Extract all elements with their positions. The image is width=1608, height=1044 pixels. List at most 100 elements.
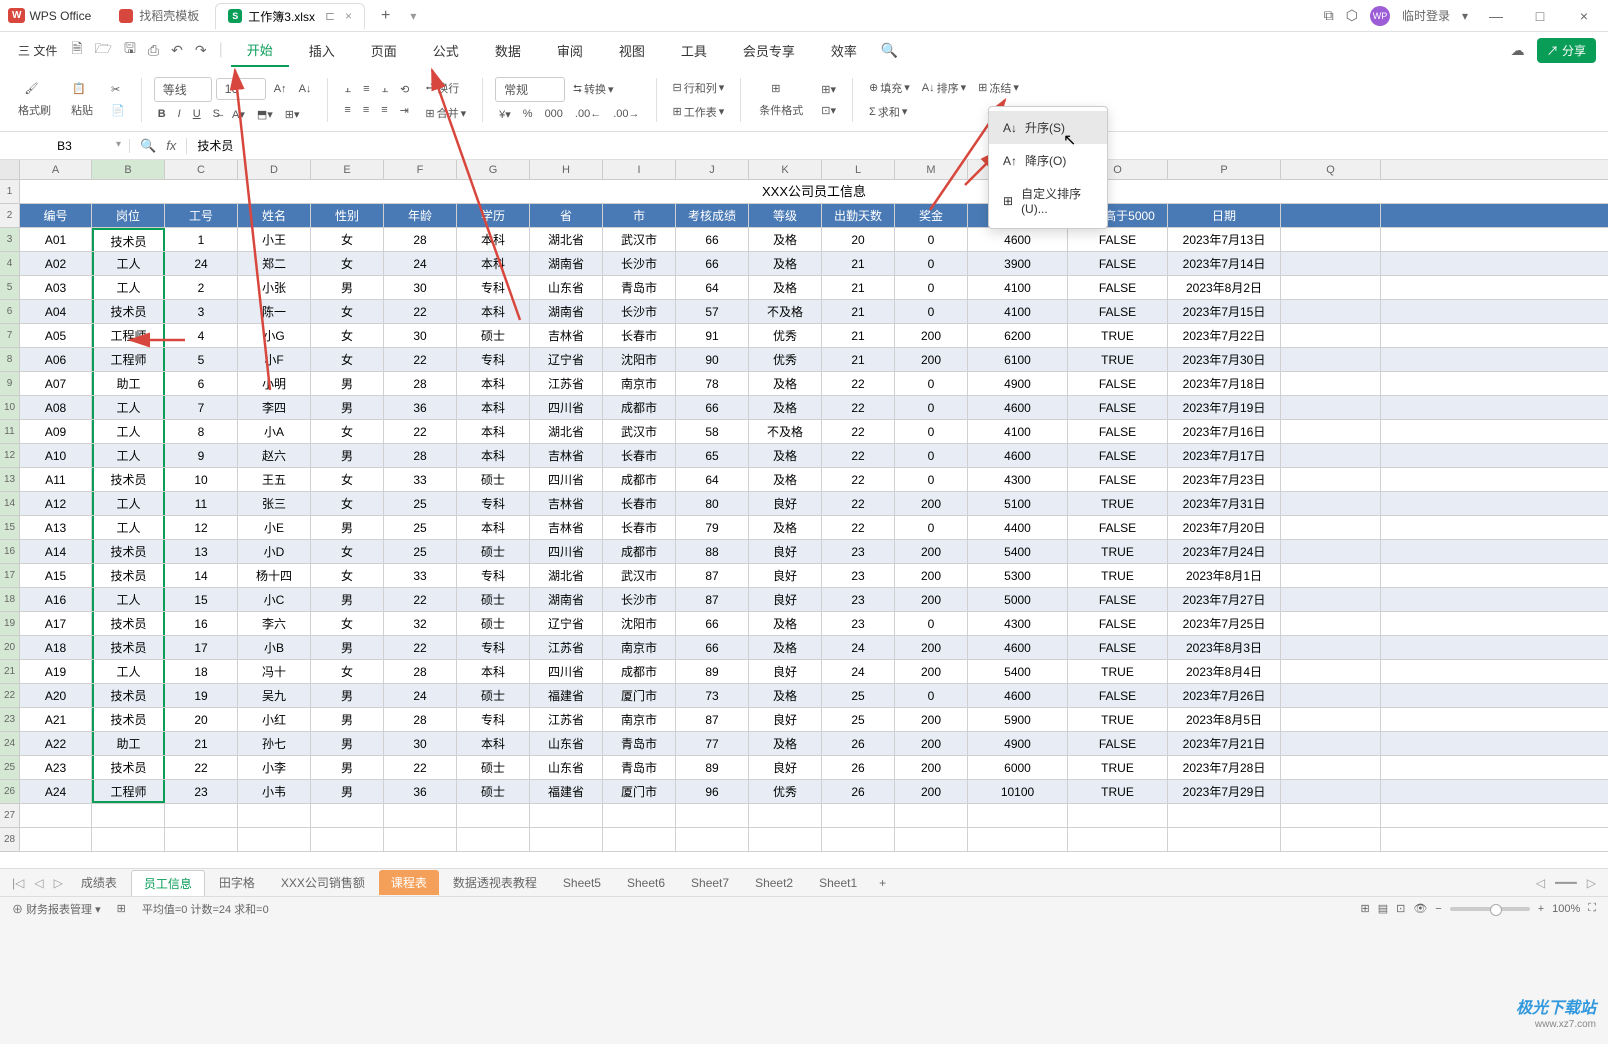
cell[interactable]: 男	[311, 780, 384, 803]
fx-icon[interactable]: fx	[166, 138, 176, 153]
cell[interactable]: 长沙市	[603, 588, 676, 611]
cell[interactable]: 2023年7月28日	[1168, 756, 1281, 779]
cell[interactable]: 1	[165, 228, 238, 251]
cell[interactable]: 及格	[749, 396, 822, 419]
cell[interactable]: 88	[676, 540, 749, 563]
cell[interactable]: 吉林省	[530, 444, 603, 467]
cell[interactable]: 湖南省	[530, 300, 603, 323]
cell[interactable]: 23	[822, 564, 895, 587]
cell[interactable]: 33	[384, 468, 457, 491]
cell[interactable]: 22	[822, 444, 895, 467]
cell[interactable]: 33	[384, 564, 457, 587]
cell[interactable]: 2023年7月23日	[1168, 468, 1281, 491]
add-tab[interactable]: +	[369, 7, 402, 25]
dec-dec-icon[interactable]: .00→	[609, 106, 643, 122]
minimize-button[interactable]: —	[1480, 8, 1512, 24]
col-header[interactable]: B	[92, 160, 165, 179]
table-header-cell[interactable]: 奖金	[895, 204, 968, 227]
cell[interactable]: A21	[20, 708, 92, 731]
cell[interactable]: 2023年7月29日	[1168, 780, 1281, 803]
cell[interactable]: 硕士	[457, 588, 530, 611]
cell[interactable]: 26	[822, 756, 895, 779]
cell[interactable]: FALSE	[1068, 372, 1168, 395]
cell[interactable]: 及格	[749, 636, 822, 659]
cell[interactable]: 技术员	[92, 540, 165, 563]
cell[interactable]: 22	[822, 516, 895, 539]
cell[interactable]: 本科	[457, 252, 530, 275]
cell[interactable]: 65	[676, 444, 749, 467]
open-icon[interactable]: 🗁	[91, 34, 116, 66]
pin-icon[interactable]: ⊏	[325, 9, 335, 23]
sheet-tab[interactable]: 数据透视表教程	[441, 870, 549, 895]
cell[interactable]: 87	[676, 588, 749, 611]
cell[interactable]: 32	[384, 612, 457, 635]
cell[interactable]: 辽宁省	[530, 348, 603, 371]
font-select[interactable]: 等线	[154, 77, 212, 102]
cell[interactable]: 4100	[968, 420, 1068, 443]
cell[interactable]: 成都市	[603, 540, 676, 563]
cell[interactable]: 28	[384, 708, 457, 731]
format-brush-button[interactable]: 🖌格式刷	[12, 80, 57, 120]
cell[interactable]: 200	[895, 588, 968, 611]
table-header-cell[interactable]: 市	[603, 204, 676, 227]
cell[interactable]: 13	[165, 540, 238, 563]
cell[interactable]: 专科	[457, 564, 530, 587]
cell[interactable]: 26	[822, 780, 895, 803]
cell[interactable]: 江苏省	[530, 636, 603, 659]
cell[interactable]: 吴九	[238, 684, 311, 707]
strike-button[interactable]: S̶	[209, 106, 224, 122]
cell[interactable]: 女	[311, 420, 384, 443]
cell[interactable]: 福建省	[530, 684, 603, 707]
cell[interactable]: 87	[676, 708, 749, 731]
cell[interactable]: 李四	[238, 396, 311, 419]
cell[interactable]: 2023年7月13日	[1168, 228, 1281, 251]
cell[interactable]: A08	[20, 396, 92, 419]
cell[interactable]: 长春市	[603, 516, 676, 539]
maximize-button[interactable]: □	[1524, 8, 1556, 24]
cell[interactable]: 5400	[968, 660, 1068, 683]
data-grid[interactable]: XXX公司员工信息编号岗位工号姓名性别年龄学历省市考核成绩等级出勤天数奖金薪资薪…	[20, 180, 1608, 852]
cell[interactable]: 工人	[92, 252, 165, 275]
cell[interactable]: A09	[20, 420, 92, 443]
cell[interactable]: 男	[311, 396, 384, 419]
cell[interactable]: 专科	[457, 492, 530, 515]
cell[interactable]: 成都市	[603, 396, 676, 419]
cell[interactable]: 小E	[238, 516, 311, 539]
cell[interactable]: 2023年7月21日	[1168, 732, 1281, 755]
cell[interactable]: 23	[822, 612, 895, 635]
cell[interactable]: 89	[676, 756, 749, 779]
cell[interactable]: 武汉市	[603, 420, 676, 443]
cell[interactable]: 16	[165, 612, 238, 635]
table-header-cell[interactable]: 姓名	[238, 204, 311, 227]
row-header[interactable]: 23	[0, 708, 19, 732]
zoom-out[interactable]: −	[1435, 903, 1441, 915]
cell[interactable]: 26	[822, 732, 895, 755]
sum-button[interactable]: Σ 求和▾	[865, 102, 911, 122]
view-page-icon[interactable]: ▤	[1378, 902, 1388, 915]
cell[interactable]: 湖南省	[530, 588, 603, 611]
cell[interactable]: 小韦	[238, 780, 311, 803]
cell[interactable]: 工人	[92, 276, 165, 299]
row-header[interactable]: 14	[0, 492, 19, 516]
cell[interactable]: A20	[20, 684, 92, 707]
cell[interactable]: A24	[20, 780, 92, 803]
cell[interactable]: FALSE	[1068, 516, 1168, 539]
cell[interactable]: 91	[676, 324, 749, 347]
cell[interactable]: 2023年7月16日	[1168, 420, 1281, 443]
cell[interactable]: 技术员	[92, 684, 165, 707]
cell[interactable]: 9	[165, 444, 238, 467]
cell[interactable]: 64	[676, 468, 749, 491]
format-select[interactable]: 常规	[495, 77, 565, 102]
cell[interactable]: 25	[384, 516, 457, 539]
new-icon[interactable]: 🗎	[67, 34, 86, 66]
cell[interactable]: 22	[822, 372, 895, 395]
tab-efficiency[interactable]: 效率	[815, 35, 873, 66]
cell[interactable]: 200	[895, 564, 968, 587]
cell[interactable]: 王五	[238, 468, 311, 491]
row-header[interactable]: 21	[0, 660, 19, 684]
cell[interactable]: 硕士	[457, 684, 530, 707]
cell[interactable]: A22	[20, 732, 92, 755]
cell[interactable]: 长春市	[603, 324, 676, 347]
cell[interactable]: 助工	[92, 372, 165, 395]
col-header[interactable]: Q	[1281, 160, 1381, 179]
